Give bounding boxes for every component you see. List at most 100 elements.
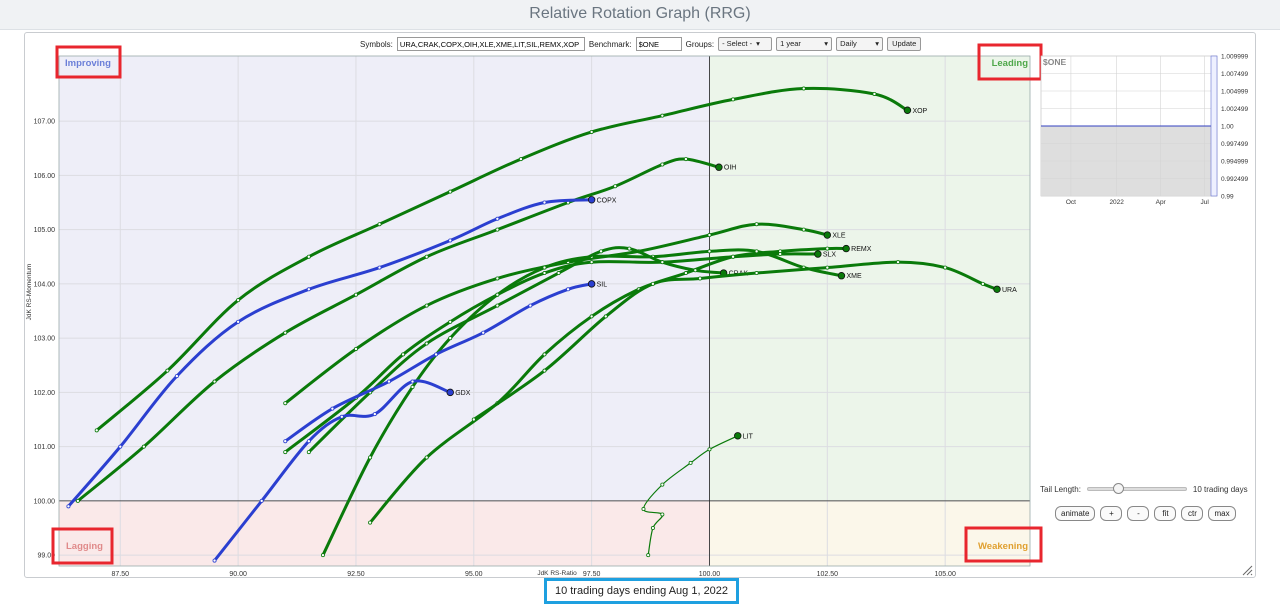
tail-point	[707, 249, 712, 254]
tail-point	[542, 352, 547, 357]
x-axis-label: JdK RS-Ratio	[537, 570, 577, 577]
x-tick-label: 100.00	[699, 571, 721, 578]
tail-point	[613, 184, 618, 189]
tail-point	[528, 303, 533, 308]
series-label: OIH	[724, 165, 736, 172]
weakening-quadrant-label: Weakening	[978, 541, 1028, 552]
period-select[interactable]: 1 year ▾	[776, 37, 833, 51]
improving-highlight-box	[55, 45, 122, 79]
benchmark-x-tick: Apr	[1156, 199, 1167, 206]
lagging-quadrant	[59, 500, 710, 566]
tail-point	[542, 265, 547, 270]
head-point	[446, 388, 454, 397]
tail-point	[368, 455, 373, 460]
tail-point	[603, 314, 608, 319]
symbols-input[interactable]	[396, 37, 585, 51]
tail-point	[424, 341, 429, 346]
zoom-out-button[interactable]: -	[1127, 506, 1150, 521]
tail-point	[778, 252, 783, 257]
tail-point	[683, 157, 688, 162]
y-tick-label: 106.00	[34, 173, 56, 180]
animate-button[interactable]: animate	[1055, 506, 1096, 521]
series-label: XLE	[832, 233, 846, 240]
series-label: GDX	[455, 390, 471, 397]
symbols-label: Symbols:	[360, 39, 393, 49]
lagging-quadrant-label: Lagging	[66, 541, 103, 552]
tail-point	[754, 249, 759, 254]
x-tick-label: 95.00	[465, 571, 483, 578]
tail-point	[236, 298, 241, 303]
series-gdx: GDX	[212, 379, 471, 563]
benchmark-y-tick: 0.994999	[1221, 159, 1248, 166]
fit-button[interactable]: fit	[1154, 506, 1177, 521]
tail-point	[410, 379, 415, 384]
benchmark-title: $ONE	[1043, 57, 1066, 67]
lagging-highlight-box	[51, 527, 114, 565]
tail-point	[377, 265, 382, 270]
tail-length-value: 10 trading days	[1192, 484, 1248, 494]
y-tick-label: 104.00	[34, 281, 56, 288]
tail-length-slider[interactable]	[1086, 483, 1187, 494]
benchmark-y-tick: 1.007499	[1221, 71, 1248, 78]
benchmark-x-tick: Jul	[1201, 199, 1210, 206]
zoom-in-button[interactable]: +	[1100, 506, 1123, 521]
series-label: SLX	[823, 252, 837, 259]
x-tick-label: 105.00	[934, 571, 956, 578]
tail-line	[307, 246, 726, 454]
tail-point	[283, 439, 288, 444]
head-point	[814, 250, 822, 258]
series-label: XME	[846, 273, 862, 280]
tail-point	[94, 428, 99, 433]
tail-point	[434, 352, 439, 357]
benchmark-y-tick: 0.992499	[1221, 176, 1248, 183]
tail-point	[306, 287, 311, 292]
tail-point	[660, 482, 665, 487]
series-label: COPX	[597, 197, 617, 204]
tail-line	[368, 246, 848, 525]
tail-point	[646, 553, 651, 558]
tail-point	[118, 444, 123, 449]
tail-length-control: Tail Length: 10 trading days	[1040, 483, 1248, 495]
tail-point	[283, 450, 288, 455]
y-tick-label: 101.00	[34, 444, 56, 451]
benchmark-y-tick: 1.009999	[1221, 54, 1248, 61]
tail-point	[495, 216, 500, 221]
series-label: XOP	[912, 108, 927, 115]
y-tick-label: 100.00	[34, 498, 56, 505]
series-slx: SLX	[283, 250, 837, 455]
resize-handle-icon[interactable]	[1241, 564, 1253, 576]
center-button[interactable]: ctr	[1181, 506, 1204, 521]
tail-point	[825, 265, 830, 270]
benchmark-y-tick: 1.00	[1221, 124, 1234, 131]
head-point	[715, 163, 723, 171]
x-tick-label: 87.50	[112, 571, 130, 578]
benchmark-input[interactable]	[635, 37, 682, 51]
tail-point	[448, 189, 453, 194]
tail-point	[650, 281, 655, 286]
tail-point	[212, 379, 217, 384]
chevron-down-icon: ▾	[756, 39, 760, 48]
groups-select[interactable]: - Select - ▾	[718, 37, 773, 51]
series-sil: SIL	[283, 280, 608, 444]
tail-point	[754, 222, 759, 227]
series-label: SIL	[597, 281, 608, 288]
tail-point	[641, 507, 646, 512]
tail-point	[306, 254, 311, 259]
frequency-select[interactable]: Daily ▾	[836, 37, 884, 51]
x-tick-label: 90.00	[229, 571, 247, 578]
tail-point	[236, 319, 241, 324]
tail-line	[95, 86, 909, 432]
weakening-highlight-box	[964, 526, 1043, 563]
tail-point	[320, 553, 325, 558]
maximize-button[interactable]: max	[1208, 506, 1236, 521]
tail-point	[872, 91, 877, 96]
tail-point	[731, 254, 736, 259]
benchmark-x-tick: Oct	[1066, 199, 1076, 206]
tail-point	[542, 271, 547, 276]
update-button[interactable]: Update	[887, 37, 922, 51]
tail-point	[518, 157, 523, 162]
tail-point	[353, 292, 358, 297]
slider-handle[interactable]	[1112, 483, 1124, 494]
tail-point	[212, 558, 217, 563]
